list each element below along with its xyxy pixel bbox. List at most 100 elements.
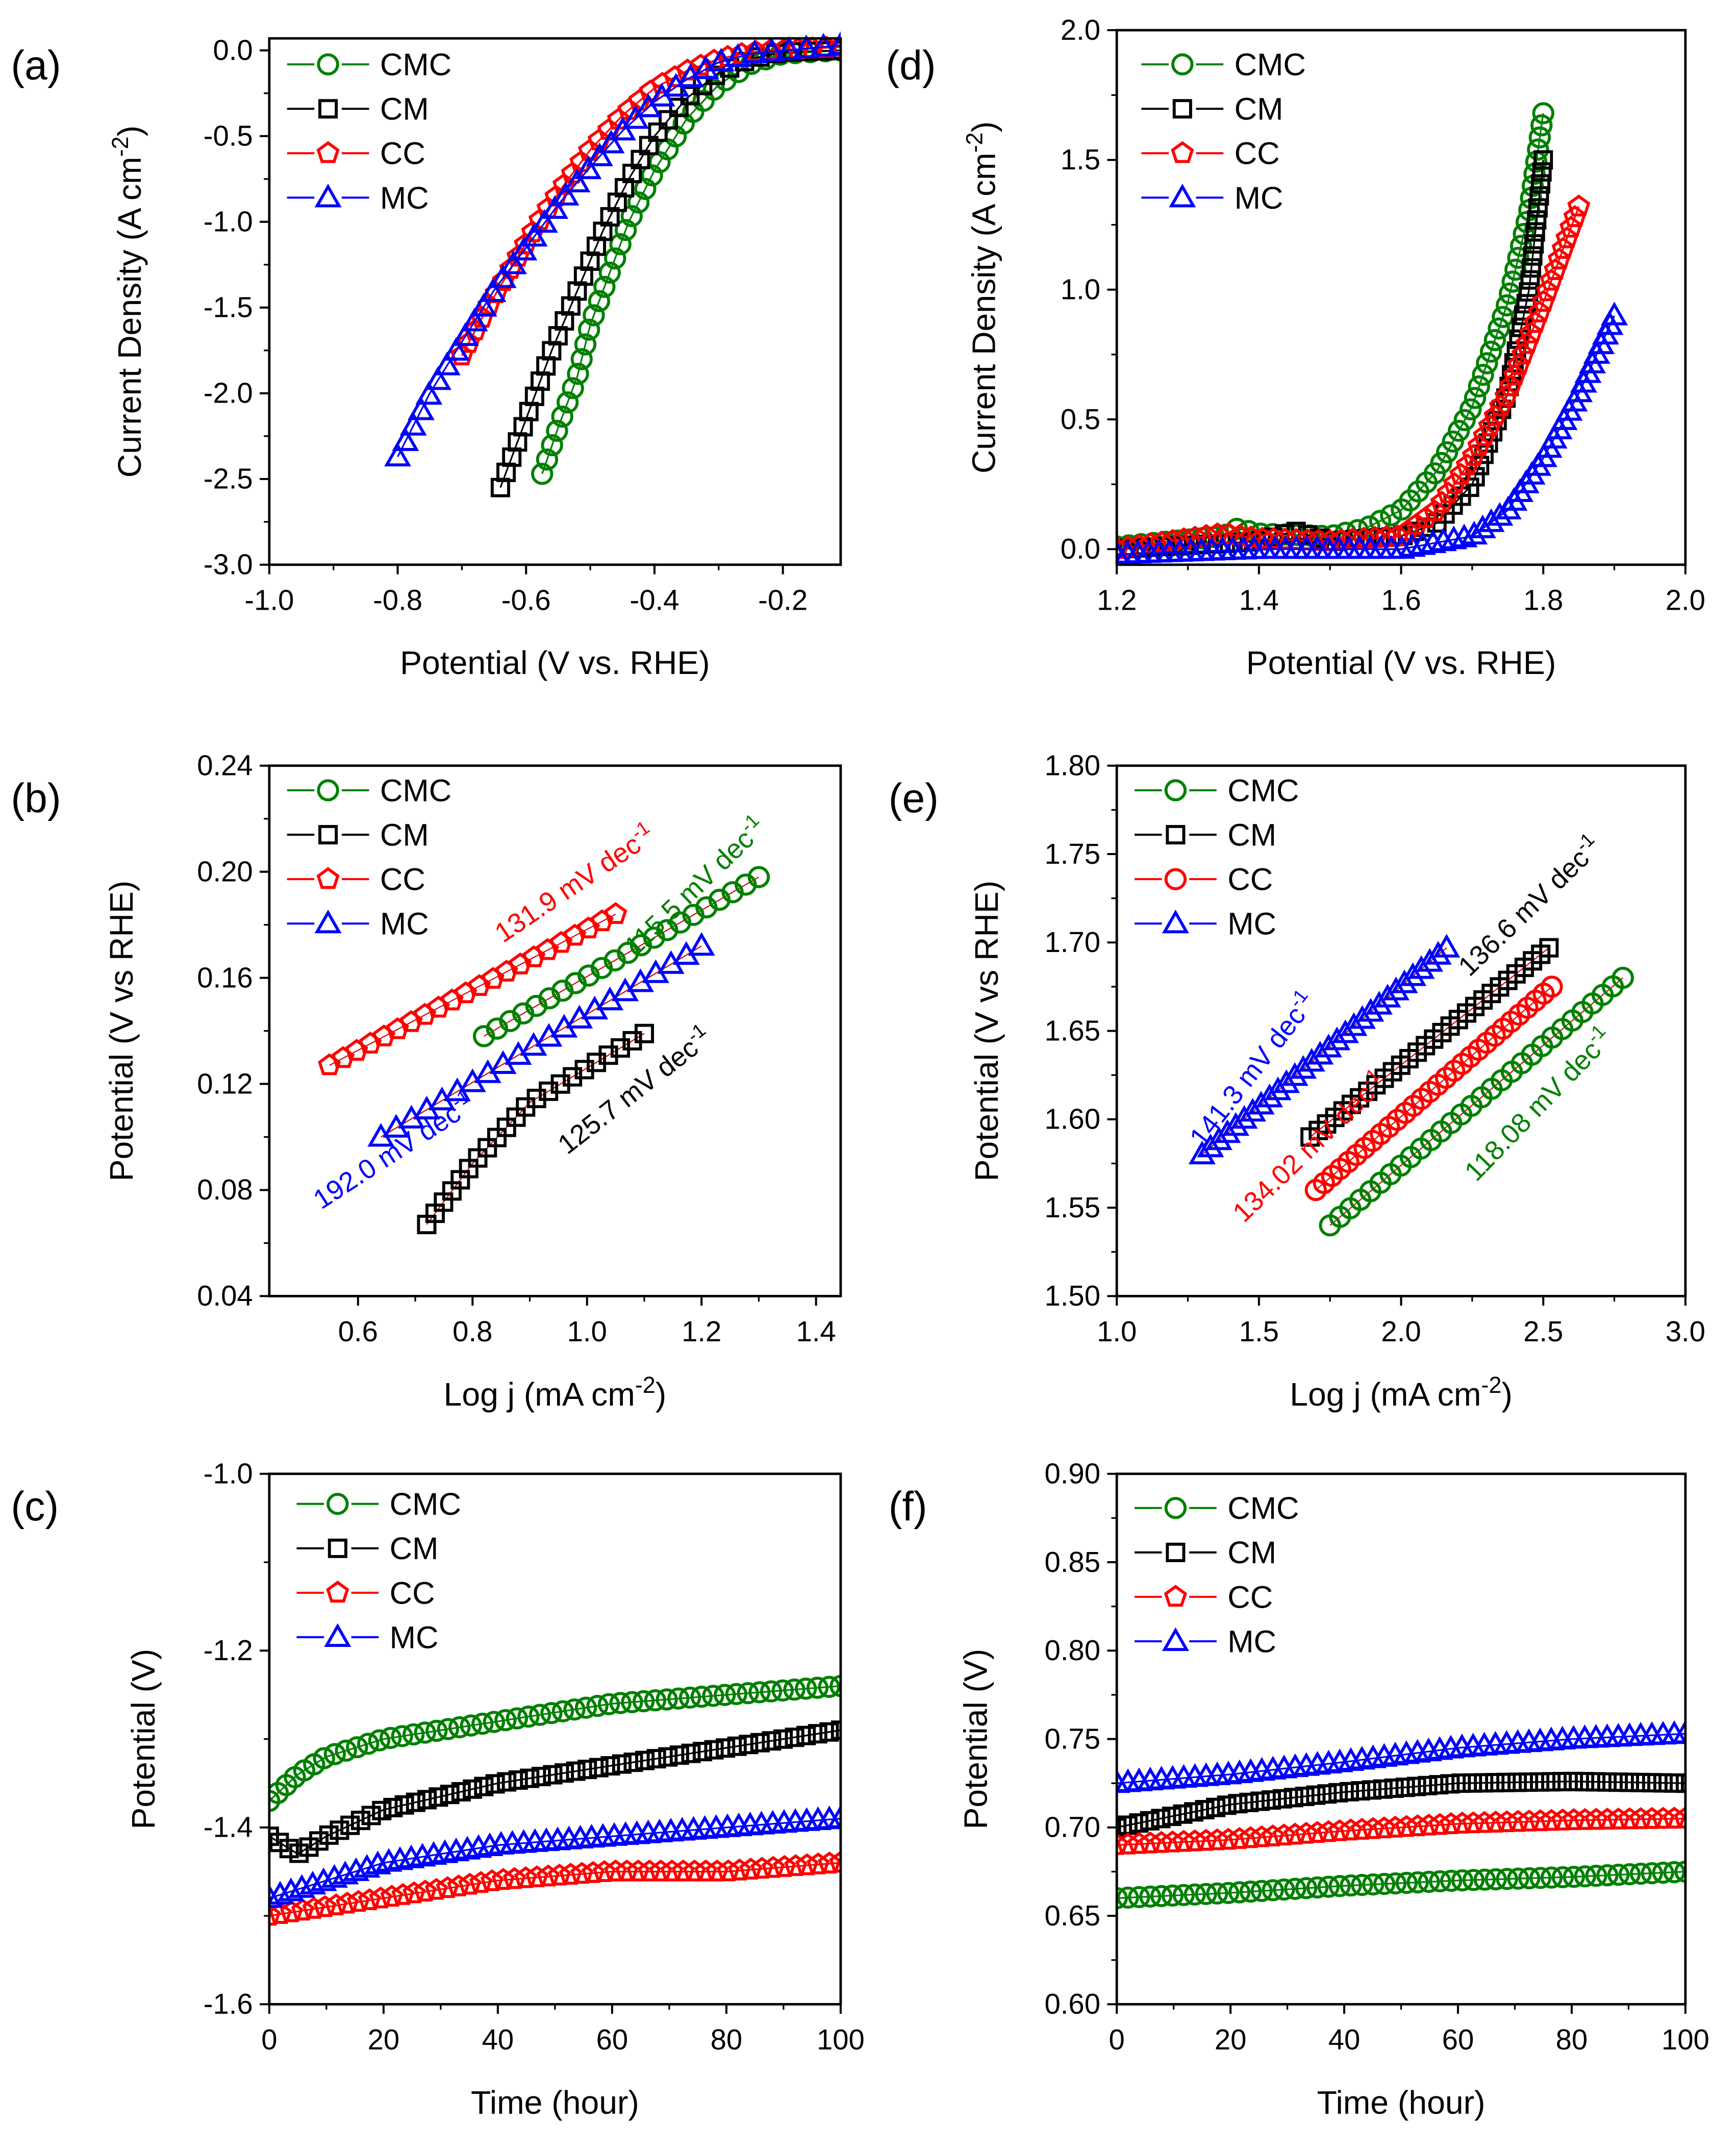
data-point-CMC <box>737 1682 759 1705</box>
legend-marker-CM <box>318 99 338 119</box>
series-CM <box>1300 938 1559 1147</box>
data-point-CM <box>1519 1772 1539 1792</box>
data-point-MC <box>489 264 517 288</box>
x-axis-label-main: Potential (V vs. RHE) <box>1246 644 1556 681</box>
data-point-CC <box>1217 522 1240 544</box>
data-point-CC <box>1540 268 1563 291</box>
legend-marker-CM <box>328 1538 347 1558</box>
data-point-MC <box>563 168 591 192</box>
legend-marker-MC <box>1162 909 1189 934</box>
data-point-MC <box>1222 1112 1250 1136</box>
data-point-CC <box>1515 332 1539 354</box>
data-point-CM <box>796 1725 816 1745</box>
data-point-CMC <box>583 304 605 327</box>
y-axis-label: Potential (V) <box>125 1649 162 1830</box>
data-point-CM <box>589 1758 609 1778</box>
data-point-CMC <box>541 434 563 457</box>
data-point-CC <box>372 1024 396 1046</box>
data-point-CM <box>1528 198 1548 218</box>
data-point-CC <box>359 1032 382 1054</box>
y-tick-label: 0.80 <box>1045 1634 1101 1666</box>
data-point-MC <box>1281 1062 1309 1086</box>
legend-label-CM: CM <box>380 92 429 127</box>
data-point-CC <box>413 1003 437 1025</box>
data-point-CM <box>1642 1773 1662 1793</box>
legend-label-CC: CC <box>390 1575 435 1611</box>
data-point-CM <box>1527 210 1547 230</box>
series-CC <box>1117 1806 1685 1855</box>
data-point-MC <box>758 38 786 62</box>
data-point-CC <box>818 1851 841 1874</box>
data-point-CM <box>1129 1813 1149 1833</box>
data-point-CC <box>1305 1821 1329 1843</box>
data-point-CC <box>694 1859 718 1882</box>
data-point-MC <box>1469 514 1496 538</box>
data-point-MC <box>1340 1012 1368 1036</box>
data-point-CM <box>681 1743 701 1763</box>
x-tick-label: 1.4 <box>796 1315 836 1347</box>
y-tick-label: -1.6 <box>204 1988 253 2020</box>
data-point-CMC <box>269 1790 281 1812</box>
series-CMC <box>1117 102 1554 558</box>
data-point-CC <box>1150 530 1173 553</box>
series-MC <box>367 932 715 1147</box>
series-line-CMC <box>541 49 841 474</box>
y-tick-label: 0.90 <box>1045 1457 1101 1489</box>
data-point-CM <box>1184 1802 1204 1822</box>
y-tick-label: -1.0 <box>204 206 253 238</box>
data-point-CM <box>555 1763 574 1783</box>
data-point-CC <box>331 1046 355 1068</box>
x-tick-label: 1.2 <box>682 1315 721 1347</box>
data-point-CMC <box>588 290 611 312</box>
data-point-CM <box>383 1797 403 1817</box>
y-axis-label-main: Potential (V) <box>125 1649 162 1830</box>
data-point-CM <box>406 1792 425 1812</box>
series-line-CMC <box>1117 1870 1685 1899</box>
data-point-CM <box>340 1815 360 1835</box>
data-point-CMC <box>1436 441 1458 464</box>
data-point-MC <box>1205 1126 1232 1150</box>
y-tick-label: -1.0 <box>204 1457 253 1489</box>
legend-label-CMC: CMC <box>1227 1491 1299 1526</box>
data-point-CMC <box>536 448 559 471</box>
data-point-CMC <box>795 1678 817 1700</box>
data-point-CMC <box>1442 430 1464 453</box>
data-point-MC <box>597 130 625 154</box>
data-point-CC <box>280 1900 304 1922</box>
series-line-CC <box>1117 1817 1685 1846</box>
data-point-CMC <box>586 1695 609 1717</box>
legend-label-MC: MC <box>1227 1624 1276 1659</box>
data-point-CC <box>1507 353 1530 375</box>
data-point-CC <box>1439 1812 1463 1834</box>
data-point-CMC <box>1674 1860 1685 1883</box>
data-point-CMC <box>620 205 643 228</box>
data-point-MC <box>433 352 461 376</box>
data-point-CMC <box>1641 1862 1663 1885</box>
data-point-CM <box>361 1806 381 1825</box>
data-point-CC <box>1443 472 1466 494</box>
data-point-CC <box>1239 1826 1263 1848</box>
data-point-CC <box>549 931 573 953</box>
data-point-CC <box>1455 453 1479 476</box>
data-point-CC <box>426 995 450 1018</box>
data-point-CC <box>1261 1824 1285 1846</box>
y-tick-label: 1.55 <box>1045 1191 1101 1223</box>
legend-label-CMC: CMC <box>380 47 451 83</box>
data-point-MC <box>541 195 569 219</box>
data-point-CM <box>1384 1778 1404 1798</box>
data-point-CC <box>1573 1808 1597 1830</box>
data-point-CMC <box>1509 235 1532 257</box>
plot-frame <box>268 1472 842 2006</box>
data-point-CC <box>762 1856 785 1878</box>
x-axis-label: Log j (mA cm-2) <box>444 1371 667 1413</box>
data-point-CM <box>543 1765 563 1785</box>
data-point-CMC <box>1483 329 1506 352</box>
legend-label-CC: CC <box>1235 136 1280 171</box>
data-point-CMC <box>1485 1868 1507 1891</box>
data-point-CM <box>417 1790 437 1810</box>
data-point-MC <box>1365 991 1393 1015</box>
data-point-CMC <box>604 247 626 270</box>
y-axis-label-main: Current Density (A cm <box>111 157 148 478</box>
